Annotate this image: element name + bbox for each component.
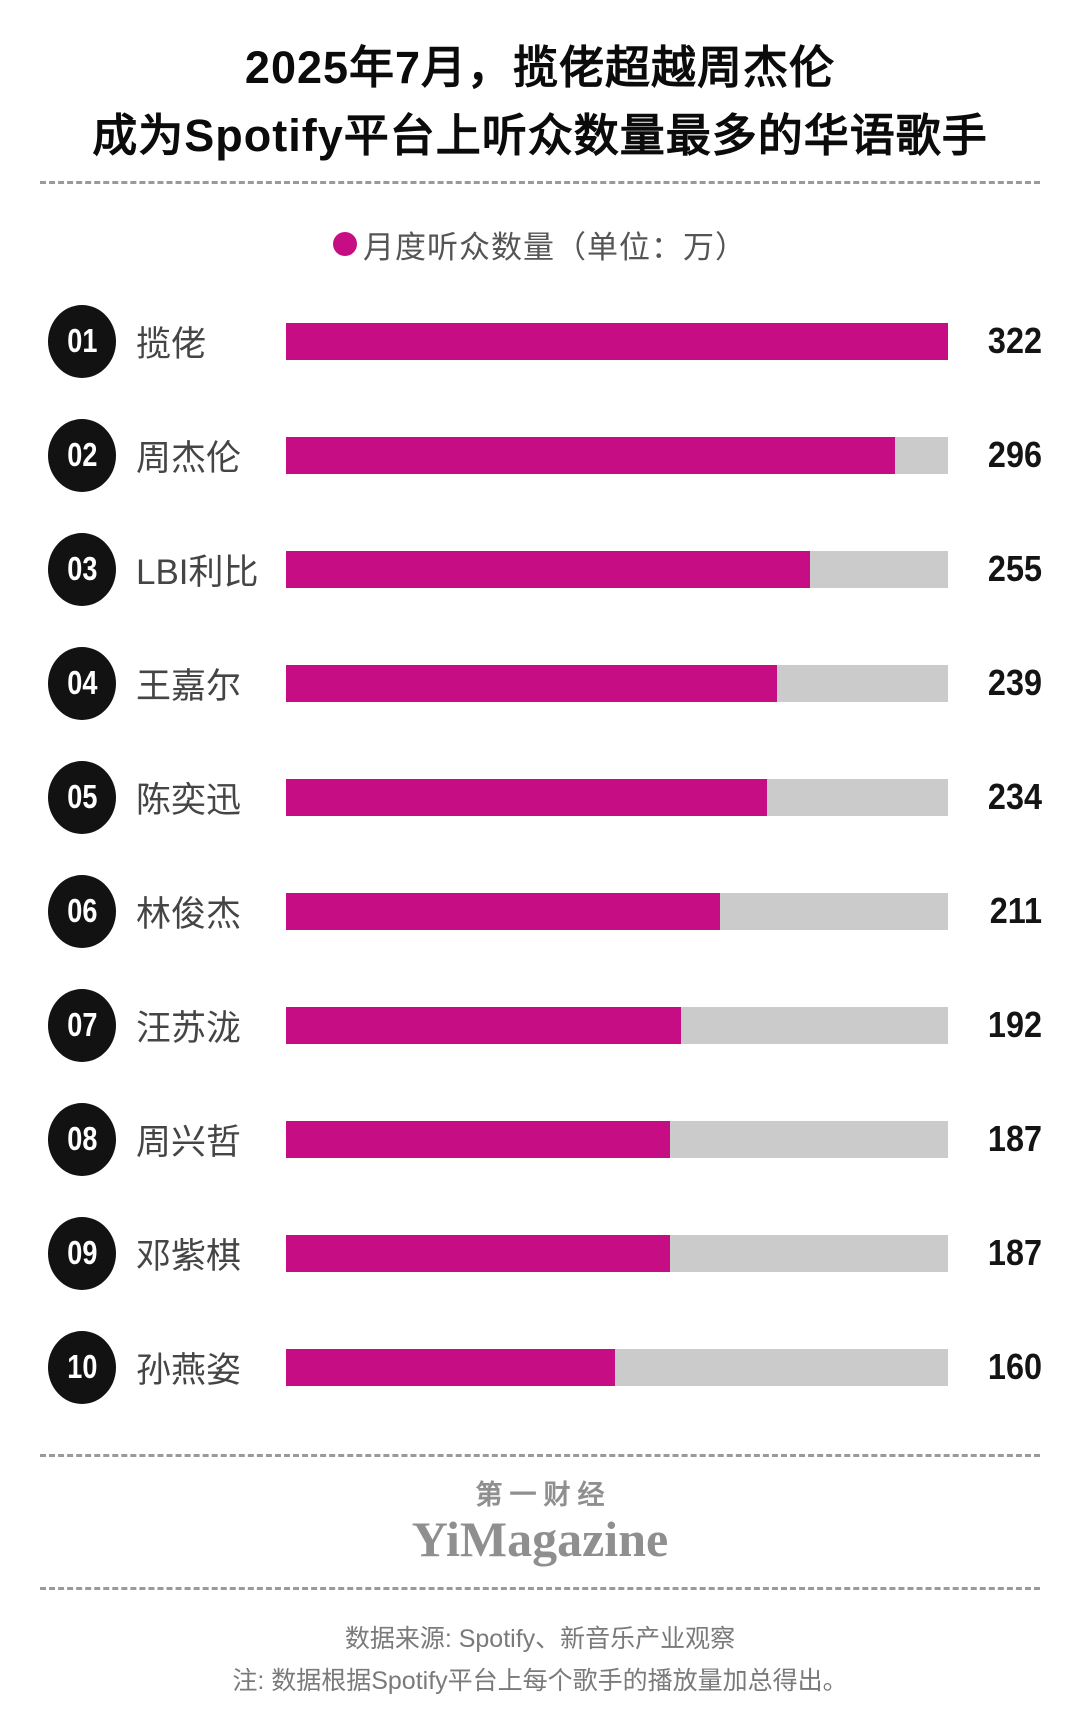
rank-badge: 05 (48, 760, 116, 834)
bar-fill (286, 1234, 671, 1272)
artist-name: 周杰伦 (136, 438, 242, 478)
legend-label: 月度听众数量（单位：万） (363, 229, 747, 265)
artist-name: 王嘉尔 (136, 666, 242, 706)
yimagazine-logo: 第一财经 YiMagazine (0, 1479, 1080, 1569)
artist-name: 周兴哲 (136, 1122, 242, 1162)
bar-track (286, 550, 948, 588)
rank-badge: 07 (48, 988, 116, 1062)
artist-name: 揽佬 (136, 324, 207, 364)
bar-value: 211 (989, 890, 1042, 931)
rank-badge: 10 (48, 1330, 116, 1404)
rank-number: 03 (66, 550, 98, 587)
bar-value: 160 (987, 1346, 1042, 1387)
bar-value: 192 (987, 1004, 1042, 1045)
chart-row: 10 孙燕姿 160 (0, 1310, 1080, 1424)
artist-name: 林俊杰 (136, 894, 242, 934)
bar-track (286, 664, 948, 702)
footer-notes: 数据来源: Spotify、新音乐产业观察 注: 数据根据Spotify平台上每… (0, 1618, 1080, 1703)
rank-number: 08 (66, 1120, 98, 1157)
rank-badge: 03 (48, 532, 116, 606)
rank-badge: 04 (48, 646, 116, 720)
artist-name: 陈奕迅 (136, 780, 242, 820)
bar-value: 239 (987, 662, 1042, 703)
bar-track (286, 1234, 948, 1272)
artist-name: 汪苏泷 (136, 1008, 242, 1048)
chart-row: 01 揽佬 322 (0, 284, 1080, 398)
bar-value: 296 (987, 434, 1042, 475)
rank-number: 10 (66, 1348, 98, 1385)
bar-fill (286, 778, 768, 816)
artist-name: 孙燕姿 (136, 1350, 242, 1390)
bar-fill (286, 550, 811, 588)
logo-english-text: YiMagazine (411, 1511, 669, 1568)
divider-footer-bottom (40, 1586, 1040, 1590)
rank-number: 07 (66, 1006, 98, 1043)
artist-name: 邓紫棋 (136, 1236, 242, 1276)
legend-dot-icon (333, 232, 357, 256)
rank-number: 06 (66, 892, 98, 929)
artist-name: LBI利比 (136, 552, 259, 592)
chart-row: 05 陈奕迅 234 (0, 740, 1080, 854)
bar-fill (286, 436, 895, 474)
chart-row: 08 周兴哲 187 (0, 1082, 1080, 1196)
rank-badge: 02 (48, 418, 116, 492)
chart-row: 04 王嘉尔 239 (0, 626, 1080, 740)
rank-badge: 08 (48, 1102, 116, 1176)
bar-value: 322 (987, 320, 1042, 361)
bar-track (286, 322, 948, 360)
rank-number: 04 (66, 664, 98, 701)
bar-fill (286, 1120, 671, 1158)
chart-row: 02 周杰伦 296 (0, 398, 1080, 512)
bar-track (286, 436, 948, 474)
bar-track (286, 778, 948, 816)
divider-top (40, 181, 1040, 184)
bar-chart: 01 揽佬 322 02 周杰伦 296 03 LBI利比 255 04 王嘉尔… (0, 284, 1080, 1424)
divider-footer-top (40, 1454, 1040, 1457)
data-source-text: 数据来源: Spotify、新音乐产业观察 (344, 1624, 736, 1653)
bar-value: 187 (987, 1232, 1042, 1273)
bar-fill (286, 1006, 681, 1044)
bar-fill (286, 1348, 615, 1386)
data-note-text: 注: 数据根据Spotify平台上每个歌手的播放量加总得出。 (232, 1667, 848, 1696)
rank-number: 09 (66, 1234, 98, 1271)
title-line-2: 成为Spotify平台上听众数量最多的华语歌手 (92, 109, 988, 161)
bar-fill (286, 892, 720, 930)
chart-row: 06 林俊杰 211 (0, 854, 1080, 968)
bar-fill (286, 664, 778, 702)
bar-track (286, 1006, 948, 1044)
rank-number: 05 (66, 778, 98, 815)
rank-number: 01 (66, 322, 98, 359)
chart-row: 09 邓紫棋 187 (0, 1196, 1080, 1310)
bar-value: 187 (987, 1118, 1042, 1159)
title-line-1: 2025年7月，揽佬超越周杰伦 (244, 42, 836, 93)
rank-badge: 09 (48, 1216, 116, 1290)
bar-track (286, 1120, 948, 1158)
chart-legend: 月度听众数量（单位：万） (0, 224, 1080, 265)
bar-value: 255 (987, 548, 1042, 589)
chart-row: 03 LBI利比 255 (0, 512, 1080, 626)
rank-badge: 06 (48, 874, 116, 948)
bar-track (286, 892, 948, 930)
bar-value: 234 (987, 776, 1042, 817)
bar-track (286, 1348, 948, 1386)
rank-number: 02 (66, 436, 98, 473)
rank-badge: 01 (48, 304, 116, 378)
logo-chinese-text: 第一财经 (475, 1480, 612, 1510)
bar-fill (286, 322, 948, 360)
page-title: 2025年7月，揽佬超越周杰伦 成为Spotify平台上听众数量最多的华语歌手 (0, 34, 1080, 169)
chart-row: 07 汪苏泷 192 (0, 968, 1080, 1082)
